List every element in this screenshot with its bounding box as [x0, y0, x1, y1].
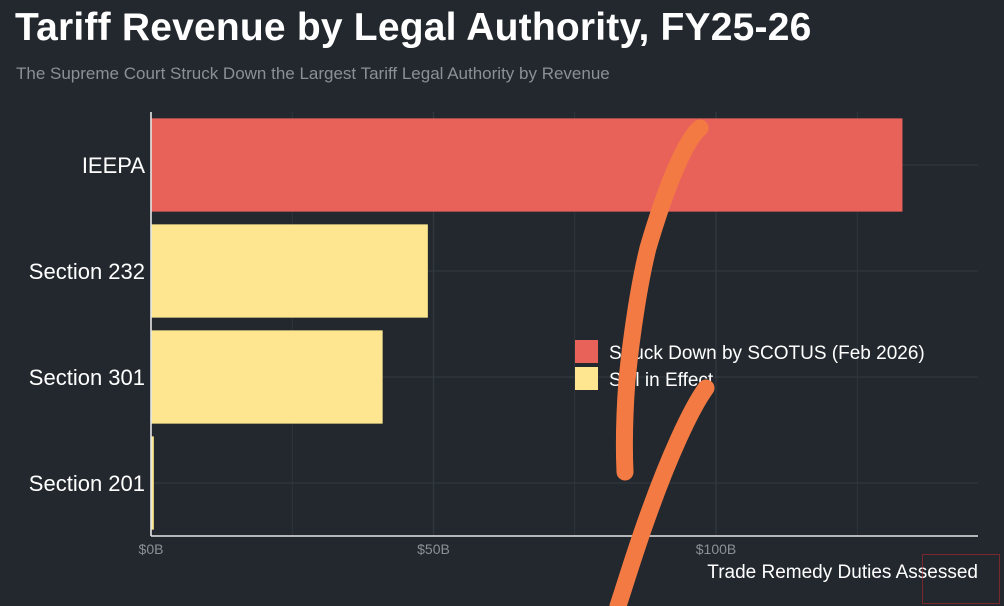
- category-label: Section 232: [29, 259, 145, 284]
- bar: [151, 436, 154, 530]
- x-tick-label: $100B: [696, 541, 736, 557]
- annotation-scribble: [609, 119, 715, 606]
- legend: Struck Down by SCOTUS (Feb 2026)Still in…: [575, 340, 925, 391]
- bar: [151, 118, 903, 212]
- legend-swatch: [575, 367, 598, 390]
- category-label: Section 301: [29, 365, 145, 390]
- x-axis-title: Trade Remedy Duties Assessed: [707, 562, 978, 583]
- chart-subtitle: The Supreme Court Struck Down the Larges…: [16, 64, 610, 83]
- annotation-stroke: [609, 379, 715, 606]
- annotation-stroke: [615, 119, 709, 481]
- axes: [150, 112, 978, 537]
- x-tick-label: $50B: [417, 541, 450, 557]
- x-tick-label: $0B: [139, 541, 164, 557]
- x-tick-labels: $0B $50B $100B: [139, 541, 737, 557]
- bar: [151, 330, 383, 424]
- category-label: Section 201: [29, 471, 145, 496]
- legend-swatch: [575, 340, 598, 363]
- watermark-stamp: [922, 554, 1000, 604]
- legend-label: Struck Down by SCOTUS (Feb 2026): [609, 343, 925, 364]
- bar: [151, 224, 428, 318]
- category-labels: IEEPA Section 232 Section 301 Section 201: [29, 153, 146, 496]
- bars: [151, 118, 903, 530]
- chart-title: Tariff Revenue by Legal Authority, FY25-…: [15, 6, 812, 49]
- category-label: IEEPA: [82, 153, 146, 178]
